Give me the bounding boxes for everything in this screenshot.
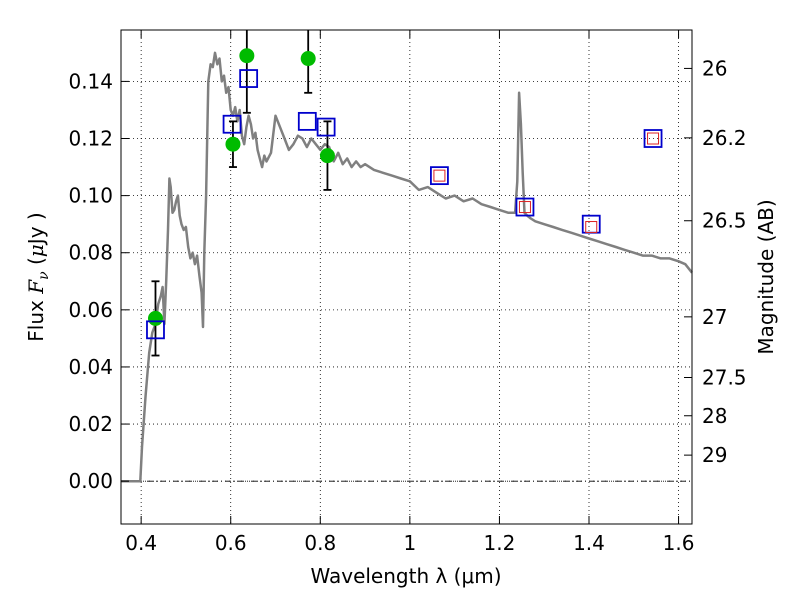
x-tick-label: 1.2 (484, 531, 516, 555)
model-photometry-square (297, 111, 317, 131)
model-photometry-square (515, 197, 535, 217)
observed-point (239, 48, 255, 64)
model-layer (121, 51, 693, 483)
y-tick-label: 0.02 (68, 412, 113, 436)
x-axis-label: Wavelength λ (μm) (310, 564, 501, 588)
axis-ticks: 0.4 0.6 0.8 1 1.2 1.4 1.6 0.00 0.02 0.04 0.06 0.08 0… (68, 30, 747, 555)
y-tick-label: 0.06 (68, 298, 113, 322)
y-tick-label: 0.12 (68, 127, 113, 151)
x-tick-label: 0.8 (304, 531, 336, 555)
x-tick-label: 0.6 (215, 531, 247, 555)
x-tick-label: 1 (403, 531, 416, 555)
model-photometry-square (146, 320, 165, 340)
y2-tick-label: 29 (702, 443, 727, 467)
y-axis-label-prefix: Flux (24, 294, 48, 342)
x-tick-label: 1.6 (663, 531, 695, 555)
y-tick-label: 0.08 (68, 241, 113, 265)
y-tick-label: 0.14 (68, 69, 113, 93)
y-axis-label: Flux Fν (μJy ) (24, 212, 52, 341)
observed-point (225, 136, 241, 152)
y2-tick-label: 26.5 (702, 209, 747, 233)
nir-fit-square (585, 221, 598, 234)
model-photometry-layer (146, 69, 663, 340)
nir-fit-square (647, 132, 660, 145)
y-tick-label: 0.00 (68, 469, 113, 493)
y2-tick-label: 26 (702, 56, 727, 80)
y-axis-label-symbol: F (24, 279, 48, 295)
model-sed-line (121, 51, 693, 483)
observed-point (300, 51, 316, 67)
y-axis-label-unit-rest: Jy ) (24, 212, 48, 246)
y-axis-label-paren: ( (24, 257, 48, 271)
observed-layer (147, 48, 335, 326)
y-tick-label: 0.10 (68, 184, 113, 208)
nir-fit-layer (433, 132, 660, 234)
model-photometry-square (643, 129, 663, 148)
model-photometry-square (239, 69, 259, 88)
observed-point (319, 148, 335, 164)
y-axis-label-subscript: ν (36, 271, 52, 280)
model-photometry-square (222, 114, 242, 134)
y2-tick-label: 26.2 (702, 126, 747, 150)
y-axis-label-unit-mu: μ (24, 244, 48, 257)
y2-tick-label: 27 (702, 305, 727, 329)
nir-fit-square (518, 201, 531, 214)
x-tick-label: 0.4 (125, 531, 157, 555)
model-photometry-square (316, 117, 336, 137)
plot-frame (120, 29, 693, 525)
errorbar-layer (151, 30, 332, 357)
model-photometry-square (430, 166, 449, 186)
y2-axis-label: Magnitude (AB) (754, 199, 778, 354)
nir-fit-square (433, 169, 446, 182)
y2-tick-label: 28 (702, 404, 727, 428)
y2-tick-label: 27.5 (702, 365, 747, 389)
x-tick-label: 1.4 (573, 531, 605, 555)
observed-point (147, 310, 163, 326)
y-tick-label: 0.04 (68, 355, 113, 379)
